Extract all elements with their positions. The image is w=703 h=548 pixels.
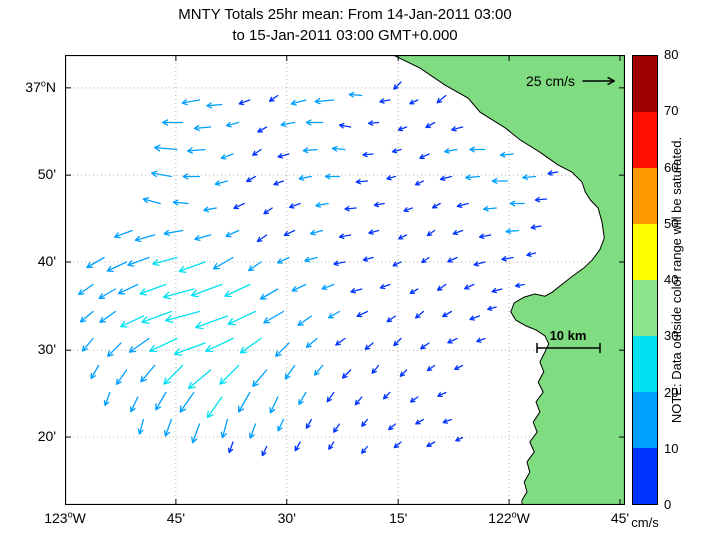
colorbar-tick-label: 60 [664,159,679,175]
colorbar-segment [633,280,657,336]
title-line-1: MNTY Totals 25hr mean: From 14-Jan-2011 … [178,6,512,23]
map-plot: 25 cm/s 10 km [65,55,625,505]
quiver-legend: 25 cm/s [526,73,616,89]
x-tick-label: 30' [277,510,296,526]
x-tick-label: 122oW [488,509,530,526]
colorbar-tick-label: 70 [664,103,679,119]
colorbar-segment [633,168,657,224]
colorbar-tick-label: 30 [664,328,679,344]
colorbar-tick-label: 0 [664,497,672,512]
colorbar-tick-label: 80 [664,47,679,62]
colorbar-tick-label: 40 [664,272,679,287]
x-tick-label: 123oW [44,509,86,526]
colorbar-segment [633,448,657,504]
plot-border [65,55,625,505]
colorbar-unit-label: cm/s [631,515,659,530]
figure-title: MNTY Totals 25hr mean: From 14-Jan-2011 … [65,4,625,46]
colorbar-tick-label: 20 [664,384,679,400]
land-polygon [392,55,625,505]
y-tick-label: 50' [37,166,56,183]
colorbar-segment [633,392,657,448]
current-vectors [78,81,559,457]
y-tick-label: 40' [37,253,56,269]
colorbar-tick-label: 10 [664,440,679,456]
y-tick-label: 20' [37,428,56,445]
colorbar-tick-label: 50 [664,215,679,231]
scale-bar: 10 km [536,328,601,353]
colorbar-note: NOTE: Data outside color range will be s… [669,136,684,424]
scale-bar-label: 10 km [550,328,587,343]
title-line-2: to 15-Jan-2011 03:00 GMT+0.000 [232,27,458,44]
x-tick-label: 15' [389,510,408,526]
colorbar-segment [633,112,657,168]
colorbar [632,55,658,505]
y-tick-label: 30' [37,341,56,358]
colorbar-segment [633,224,657,280]
colorbar-segment [633,56,657,112]
colorbar-segment [633,336,657,392]
y-tick-label: 37oN [25,78,56,95]
x-tick-label: 45' [610,510,630,526]
quiver-legend-label: 25 cm/s [526,73,575,89]
x-tick-label: 45' [166,510,185,526]
